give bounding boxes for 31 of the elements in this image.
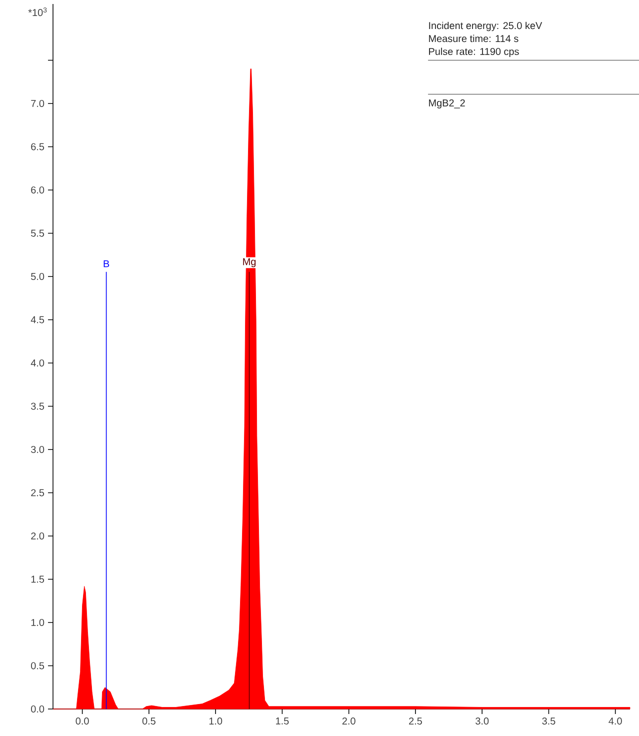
x-tick-label: 1.5 xyxy=(276,718,289,724)
ref-line-label: Mg xyxy=(243,258,256,268)
y-tick-label: 0.5 xyxy=(31,662,44,670)
y-tick-label: 4.5 xyxy=(30,316,44,324)
annotation: Incident energy: 25.0 keV xyxy=(429,22,542,32)
y-tick-label: 6.0 xyxy=(31,186,44,194)
x-tick-label: 2.0 xyxy=(342,718,356,725)
y-tick-label: 6.5 xyxy=(31,143,44,150)
annotation: Measure time: 114 s xyxy=(429,34,518,42)
y-tick-label: 5.0 xyxy=(31,272,44,280)
x-tick-label: 0.0 xyxy=(76,718,89,725)
y-tick-label: 4.0 xyxy=(30,359,44,367)
x-tick-label: 0.5 xyxy=(142,718,156,725)
y-axis-title: *10$^{3}$ xyxy=(28,8,47,16)
x-tick-label: 3.5 xyxy=(542,718,556,725)
x-tick-label: 2.5 xyxy=(409,718,422,725)
annotation: Pulse rate: 1190 cps xyxy=(429,48,519,57)
ref-line-label: B xyxy=(104,260,110,268)
y-tick-label: 3.5 xyxy=(31,402,44,410)
x-tick-label: 3.0 xyxy=(476,718,489,725)
x-tick-label: 4.0 xyxy=(608,718,622,725)
y-tick-label: 0.0 xyxy=(31,705,44,713)
y-tick-label: 1.5 xyxy=(31,576,44,583)
y-tick-label: 1.0 xyxy=(31,618,44,626)
annotation: MgB2_2 xyxy=(429,99,465,108)
x-tick-label: 1.0 xyxy=(209,718,222,725)
y-tick-label: 3.0 xyxy=(31,446,44,454)
y-tick-label: 2.5 xyxy=(31,489,44,496)
y-tick-label: 2.0 xyxy=(31,532,44,540)
y-tick-label: 7.0 xyxy=(31,100,44,107)
y-tick-label: 5.5 xyxy=(31,230,44,237)
